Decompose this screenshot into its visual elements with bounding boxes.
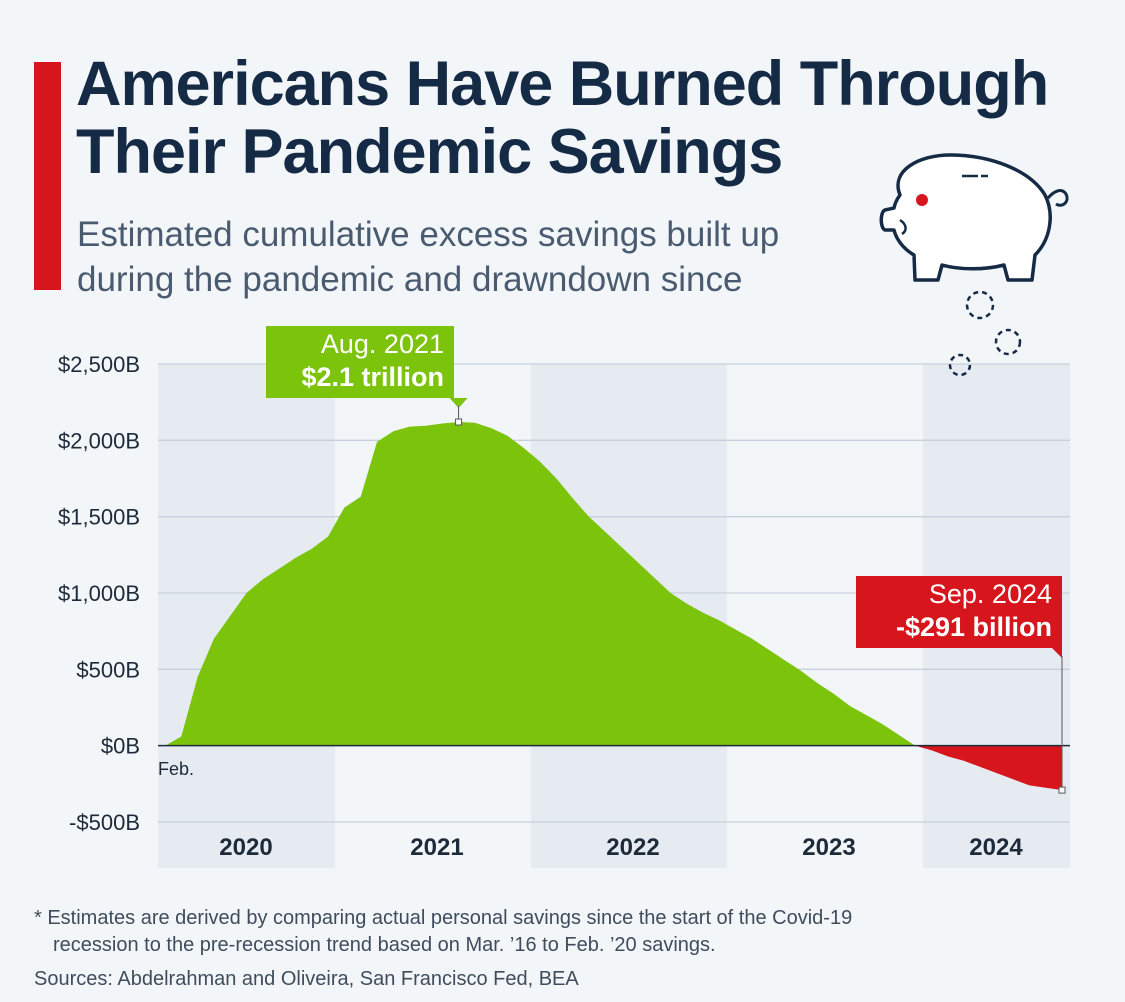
peak-marker: [455, 418, 463, 426]
latest-callout-value: -$291 billion: [896, 612, 1052, 642]
peak-callout-box: [266, 326, 454, 398]
piggy-bank-icon: [879, 153, 1069, 377]
subtitle-line-1: Estimated cumulative excess savings buil…: [77, 215, 780, 254]
footnote-line-1: * Estimates are derived by comparing act…: [34, 907, 853, 929]
chart-subtitle: Estimated cumulative excess savings buil…: [77, 212, 867, 302]
peak-callout-value: $2.1 trillion: [301, 362, 444, 392]
x-tick-label: 2020: [219, 834, 272, 861]
y-tick-label: $2,500B: [58, 352, 140, 377]
callouts: Aug. 2021$2.1 trillion Sep. 2024-$291 bil…: [266, 326, 1066, 794]
y-tick-label: -$500B: [69, 810, 140, 835]
x-axis-ticks: 2020 2021 2022 2023 2024 Feb.: [158, 759, 1023, 861]
y-tick-label: $2,000B: [58, 428, 140, 453]
title-line-1: Americans Have Burned Through: [76, 49, 1049, 119]
negative-savings-area: [915, 745, 1062, 791]
latest-callout-pointer: [1052, 648, 1062, 658]
x-tick-label: 2022: [606, 834, 659, 861]
peak-callout-pointer: [449, 398, 468, 408]
latest-callout-date: Sep. 2024: [929, 579, 1052, 609]
subtitle-line-2: during the pandemic and drawndown since: [77, 260, 743, 299]
y-tick-label: $500B: [76, 657, 140, 682]
latest-marker: [1058, 786, 1066, 794]
accent-bar: [34, 62, 61, 290]
latest-callout-box: [856, 576, 1062, 648]
y-axis-ticks: $2,500B $2,000B $1,500B $1,000B $500B $0B -$50…: [58, 352, 140, 835]
x-tick-label: 2023: [802, 834, 855, 861]
sources: Sources: Abdelrahman and Oliveira, San F…: [34, 968, 579, 990]
positive-savings-area: [165, 422, 916, 746]
footnote-line-2: recession to the pre-recession trend bas…: [53, 934, 716, 956]
x-tick-label: 2021: [410, 834, 463, 861]
x-start-label: Feb.: [158, 759, 194, 779]
footnote: * Estimates are derived by comparing act…: [34, 905, 1094, 959]
title-line-2: Their Pandemic Savings: [76, 117, 783, 187]
x-tick-label: 2024: [969, 834, 1023, 861]
y-tick-label: $0B: [101, 734, 140, 759]
data-areas: [165, 422, 1062, 791]
y-tick-label: $1,000B: [58, 581, 140, 606]
peak-callout-date: Aug. 2021: [321, 329, 444, 359]
y-tick-label: $1,500B: [58, 505, 140, 530]
chart-title: Americans Have Burned Through Their Pand…: [76, 50, 1116, 186]
